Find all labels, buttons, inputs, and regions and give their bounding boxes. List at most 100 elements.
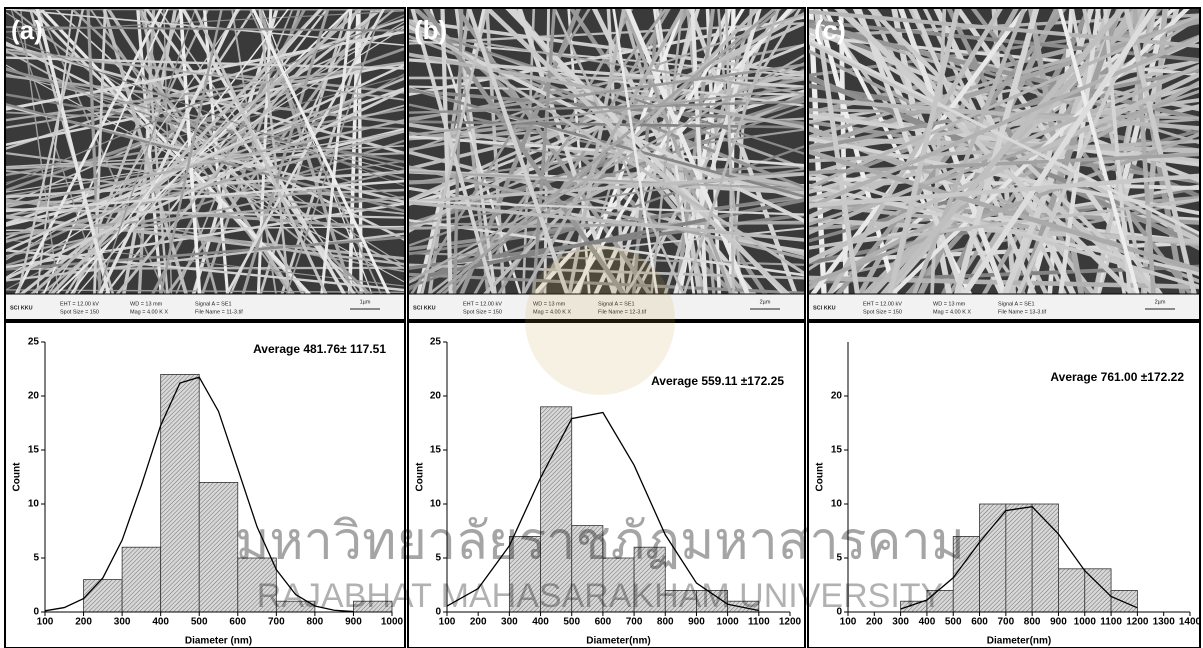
x-tick-label: 100: [37, 617, 54, 628]
annotation: Average 481.76± 117.51: [253, 342, 386, 356]
fibre: [808, 89, 1200, 227]
fibre: [5, 139, 405, 267]
fibre: [55, 8, 353, 294]
fibre: [5, 249, 405, 292]
fibre: [1017, 8, 1123, 294]
y-tick-label: 0: [33, 607, 39, 618]
y-tick-label: 5: [33, 553, 39, 564]
fibre: [1058, 8, 1101, 294]
fibre: [5, 225, 405, 232]
fibre: [5, 8, 405, 47]
fibre: [808, 13, 1200, 190]
fibre: [440, 8, 453, 294]
annotation: Average 761.00 ±172.22: [1050, 370, 1184, 384]
fibre: [408, 200, 805, 216]
x-tick-label: 1200: [1126, 617, 1149, 628]
fibre: [623, 8, 734, 294]
y-axis-label: Count: [12, 462, 23, 492]
fibre: [625, 8, 751, 294]
histogram-bar: [1110, 590, 1138, 613]
histogram-bar: [1084, 568, 1112, 613]
fibre: [682, 8, 781, 294]
x-tick-label: 600: [595, 617, 612, 628]
fibre: [5, 26, 405, 32]
y-tick-label: 15: [430, 445, 442, 456]
fibre: [5, 207, 405, 219]
x-tick-label: 300: [892, 617, 909, 628]
sem-info: WD = 13 mm: [130, 301, 163, 307]
x-tick-label: 1000: [1074, 617, 1097, 628]
fit-curve: [900, 506, 1138, 610]
fibre: [673, 8, 762, 294]
fibre: [37, 8, 167, 294]
x-tick-label: 500: [945, 617, 962, 628]
fibre: [98, 8, 241, 294]
fibre: [409, 8, 592, 294]
x-tick-label: 900: [345, 617, 362, 628]
sem-info: Signal A = SE1: [195, 301, 232, 307]
x-tick-label: 600: [229, 617, 246, 628]
fibre: [16, 8, 85, 294]
fibre: [408, 86, 805, 137]
panel-label: (b): [414, 15, 447, 45]
fibre: [835, 8, 1137, 294]
fibre: [5, 169, 405, 215]
fit-curve: [446, 411, 759, 612]
sem-info: Spot Size = 150: [863, 309, 902, 315]
y-tick-label: 0: [836, 607, 842, 618]
fibre: [435, 8, 778, 294]
histogram-bar: [1031, 503, 1059, 613]
fibres: [408, 8, 805, 294]
x-tick-label: 700: [626, 617, 643, 628]
x-tick-label: 800: [307, 617, 324, 628]
histogram-bar: [979, 503, 1007, 613]
fibre: [408, 220, 805, 230]
x-tick-label: 900: [1050, 617, 1067, 628]
fibre: [408, 165, 805, 260]
fibre: [808, 35, 1200, 210]
fibre: [674, 8, 716, 294]
fibre: [5, 179, 405, 213]
fibre: [5, 26, 405, 279]
fibre: [808, 198, 1200, 250]
fibre: [159, 8, 224, 294]
fibre: [567, 8, 627, 294]
fibre: [408, 53, 805, 107]
fibre: [5, 68, 405, 181]
fibre: [953, 8, 1040, 294]
fibre: [961, 8, 1158, 294]
sem-info: EHT = 12.00 kV: [863, 301, 902, 307]
fibre: [408, 149, 805, 257]
fibre: [879, 8, 1127, 294]
fibre: [408, 251, 805, 266]
fibre: [521, 8, 686, 294]
x-tick-label: 1200: [779, 617, 802, 628]
panel-border: [407, 7, 806, 321]
fibre: [808, 67, 1200, 151]
sem-info: Spot Size = 150: [463, 309, 502, 315]
scale-label: 2µm: [760, 299, 771, 305]
y-tick-label: 5: [836, 553, 842, 564]
sem-info: WD = 13 mm: [533, 301, 566, 307]
sem-info: Signal A = SE1: [998, 301, 1035, 307]
fibre: [813, 8, 860, 294]
fibre: [69, 8, 291, 294]
fibre: [408, 104, 805, 248]
y-tick-label: 15: [831, 445, 843, 456]
fibre: [808, 71, 1200, 265]
histogram-bar: [540, 406, 573, 613]
x-tick-label: 700: [268, 617, 285, 628]
fibres: [5, 8, 405, 294]
sem-info: EHT = 12.00 kV: [463, 301, 502, 307]
fibre: [408, 200, 805, 242]
x-tick-label: 1300: [1153, 617, 1176, 628]
fibre: [810, 8, 1029, 294]
y-tick-label: 20: [430, 391, 442, 402]
histogram-bar: [1058, 568, 1086, 613]
fibre: [5, 131, 405, 193]
fibre: [650, 8, 684, 294]
x-tick-label: 1100: [1100, 617, 1122, 628]
fibre: [47, 8, 242, 294]
x-tick-label: 500: [563, 617, 580, 628]
fibre: [5, 195, 405, 236]
